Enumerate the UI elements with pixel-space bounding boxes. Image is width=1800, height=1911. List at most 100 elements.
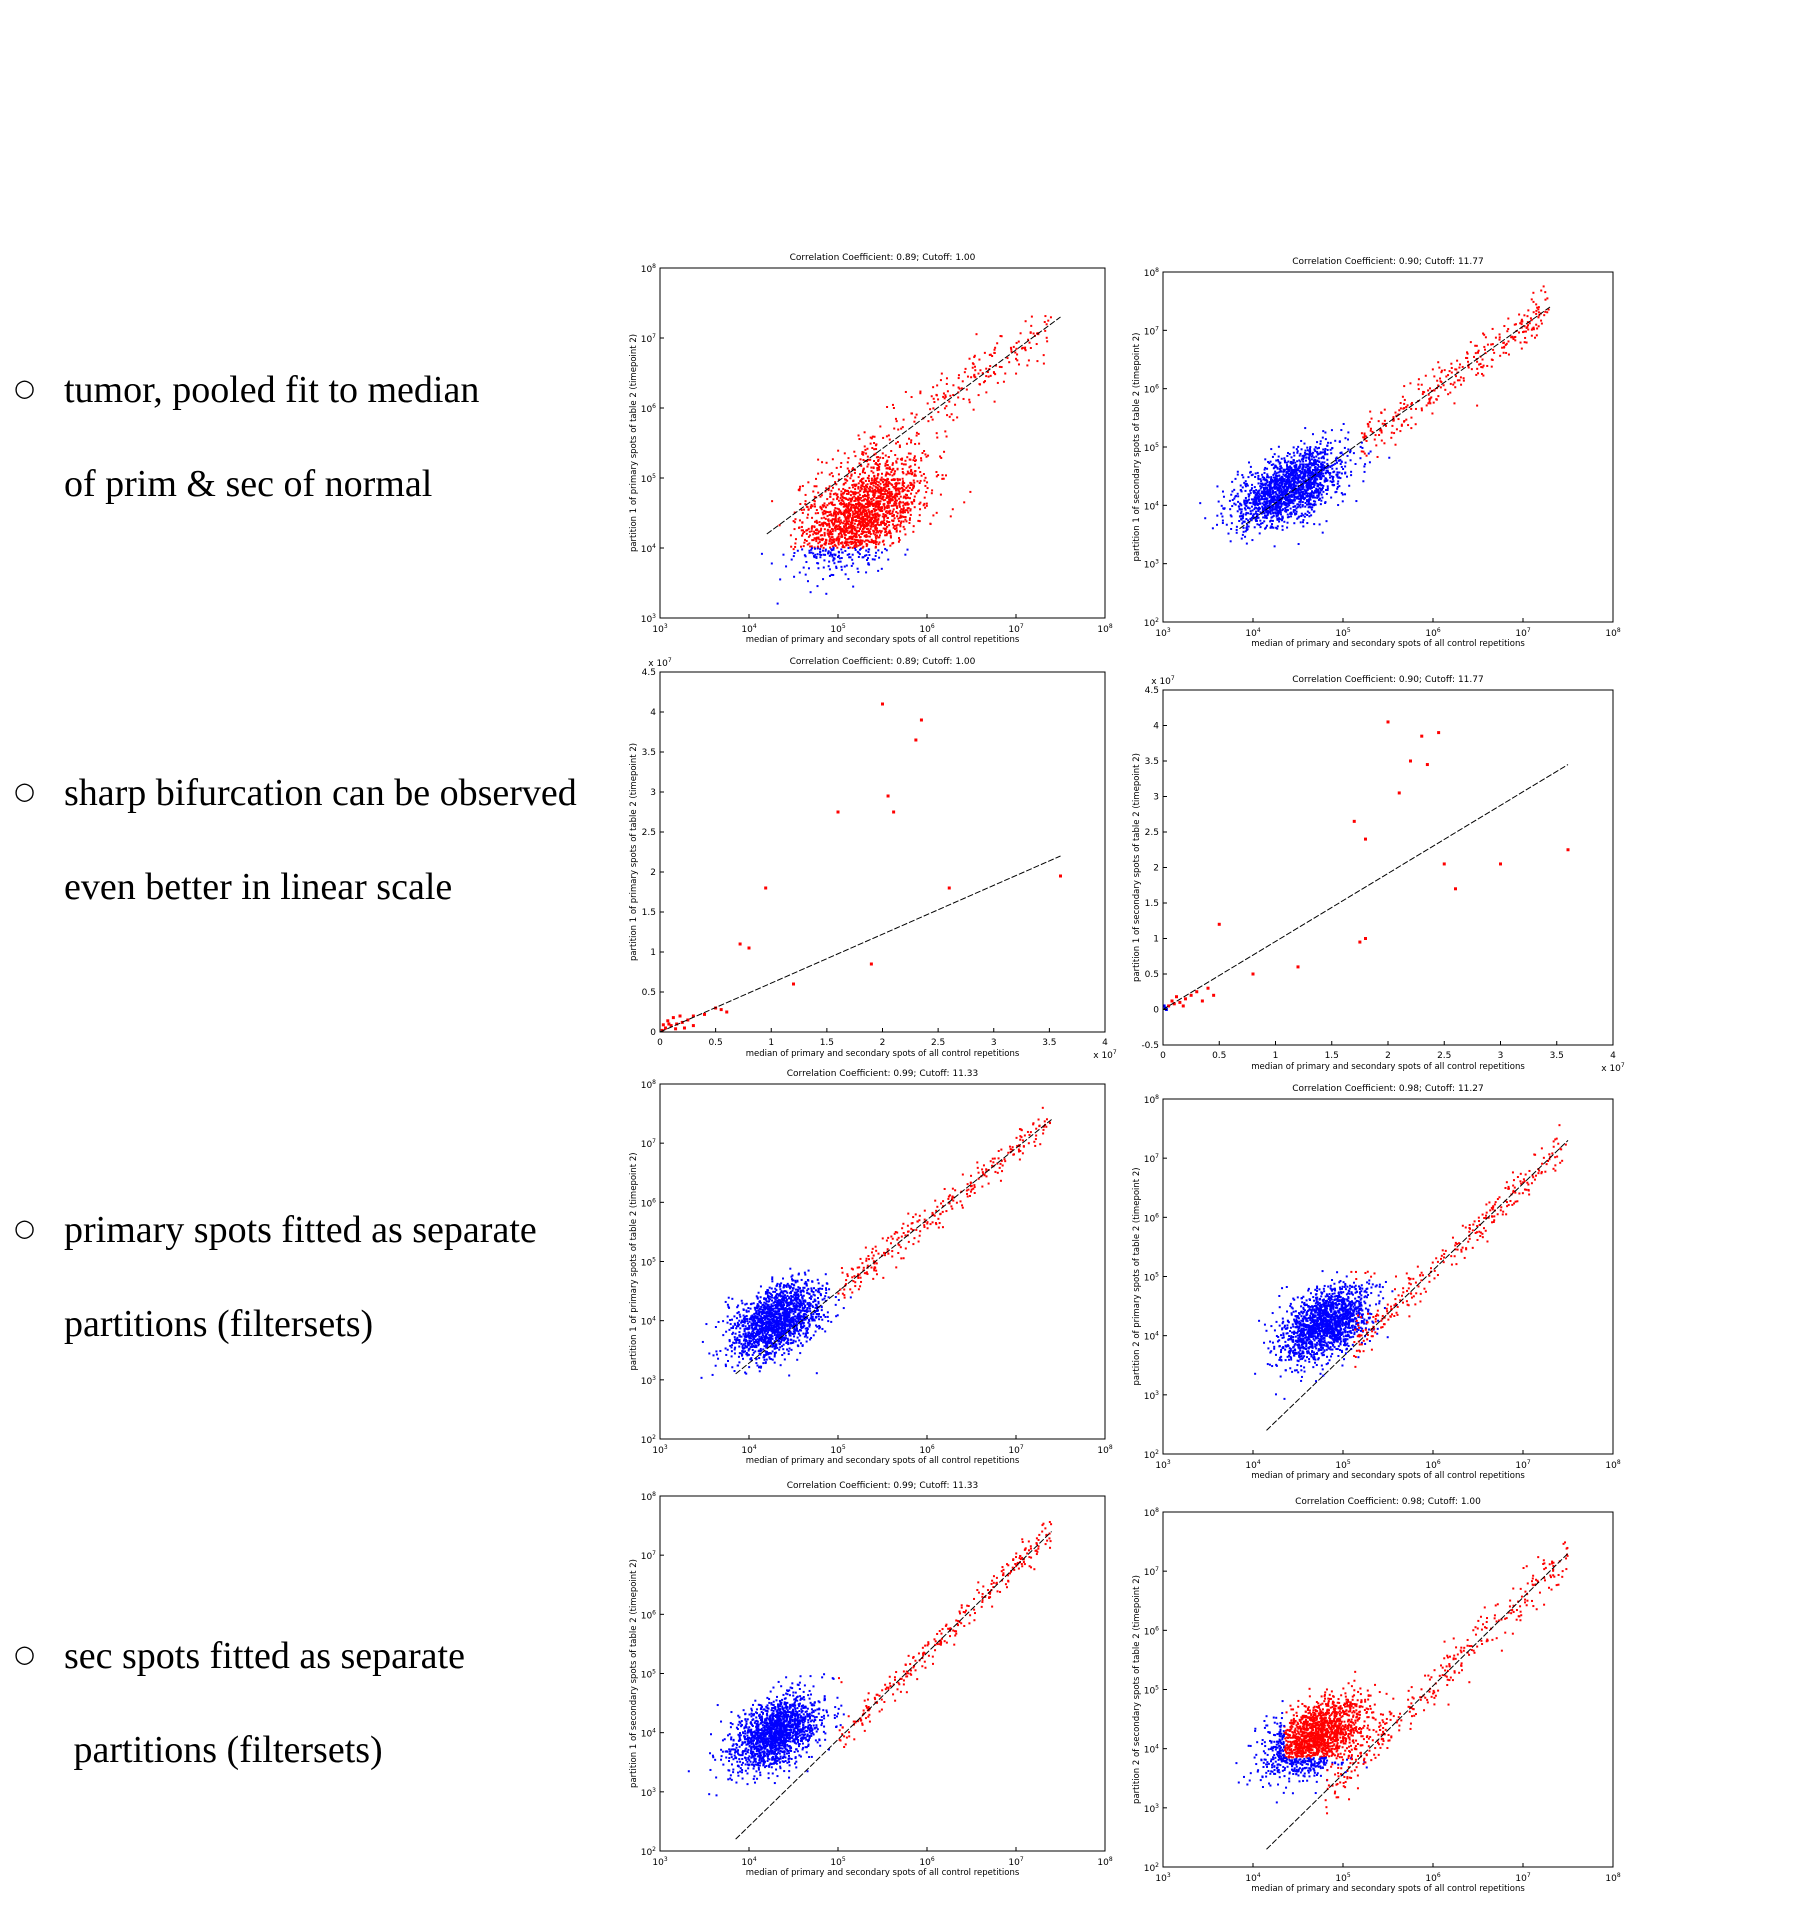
data-point xyxy=(899,530,902,533)
data-point xyxy=(889,544,892,547)
data-point xyxy=(1318,472,1321,475)
data-point xyxy=(1326,487,1329,490)
data-point xyxy=(1275,526,1278,529)
data-point xyxy=(1244,513,1247,516)
data-point xyxy=(941,474,944,477)
data-point xyxy=(1279,511,1282,514)
data-point xyxy=(1363,436,1366,439)
data-point xyxy=(887,434,890,437)
data-point xyxy=(854,491,857,494)
data-point xyxy=(900,458,903,461)
data-point xyxy=(1249,471,1252,474)
data-point xyxy=(828,511,831,514)
data-point xyxy=(876,477,879,480)
data-point xyxy=(1301,466,1304,469)
data-point xyxy=(885,485,888,488)
data-point xyxy=(1325,477,1328,480)
data-point xyxy=(1285,483,1288,486)
data-point xyxy=(1309,466,1312,469)
data-point xyxy=(1293,496,1296,499)
data-point xyxy=(865,452,868,455)
data-point xyxy=(776,1346,779,1349)
data-point xyxy=(1299,494,1302,497)
data-point xyxy=(828,502,831,505)
data-point xyxy=(850,525,853,528)
data-point xyxy=(877,481,880,484)
data-point xyxy=(872,491,875,494)
data-point xyxy=(860,516,863,519)
data-point xyxy=(897,487,900,490)
data-point xyxy=(1236,470,1239,473)
data-point xyxy=(847,517,850,520)
data-point xyxy=(845,510,848,513)
data-point xyxy=(1483,345,1486,348)
x-tick-label: 3 xyxy=(1498,1051,1504,1061)
data-point xyxy=(877,508,880,511)
data-point xyxy=(1317,471,1320,474)
data-point xyxy=(1476,351,1479,354)
data-point xyxy=(814,477,817,480)
data-point xyxy=(763,1331,766,1334)
data-point xyxy=(909,481,912,484)
data-point xyxy=(819,556,822,559)
data-point xyxy=(948,415,951,418)
data-point xyxy=(818,541,821,544)
data-point xyxy=(867,548,870,551)
data-point xyxy=(1257,509,1260,512)
data-point xyxy=(1277,483,1280,486)
data-point xyxy=(850,540,853,543)
data-point xyxy=(895,502,898,505)
data-point xyxy=(1297,479,1300,482)
data-point xyxy=(1296,478,1299,481)
data-point xyxy=(725,1010,729,1014)
data-point xyxy=(851,526,854,529)
data-point xyxy=(1395,428,1398,431)
data-point xyxy=(1308,487,1311,490)
data-point xyxy=(1320,473,1323,476)
data-point xyxy=(812,555,815,558)
data-point xyxy=(878,541,881,544)
data-point xyxy=(1289,499,1292,502)
data-point xyxy=(859,458,862,461)
data-point xyxy=(1263,483,1266,486)
data-point xyxy=(985,367,988,370)
data-point xyxy=(863,505,866,508)
data-point xyxy=(829,519,832,522)
data-point xyxy=(1264,497,1267,500)
data-point xyxy=(1458,366,1461,369)
data-point xyxy=(880,508,883,511)
data-point xyxy=(1290,483,1293,486)
data-point xyxy=(906,456,909,459)
data-point xyxy=(1275,507,1278,510)
data-point xyxy=(839,527,842,530)
data-point xyxy=(1331,476,1334,479)
data-point xyxy=(1225,523,1228,526)
data-point xyxy=(946,390,949,393)
data-point xyxy=(1528,322,1531,325)
data-point xyxy=(1318,461,1321,464)
data-point xyxy=(1347,448,1350,451)
data-point xyxy=(900,520,903,523)
data-point xyxy=(1272,526,1275,529)
data-point xyxy=(1300,477,1303,480)
data-point xyxy=(1524,336,1527,339)
data-point xyxy=(1332,463,1335,466)
data-point xyxy=(1269,486,1272,489)
data-point xyxy=(840,521,843,524)
data-point xyxy=(844,478,847,481)
data-point xyxy=(1269,502,1272,505)
data-point xyxy=(841,496,844,499)
data-point xyxy=(1259,478,1262,481)
data-point xyxy=(1254,512,1257,515)
data-point xyxy=(833,512,836,515)
data-point xyxy=(809,1310,812,1313)
data-point xyxy=(808,549,811,552)
data-point xyxy=(1440,369,1443,372)
data-point xyxy=(1410,403,1413,406)
data-point xyxy=(799,502,802,505)
data-point xyxy=(815,519,818,522)
data-point xyxy=(973,354,976,357)
data-point xyxy=(1308,482,1311,485)
data-point xyxy=(1267,494,1270,497)
data-point xyxy=(1350,474,1353,477)
